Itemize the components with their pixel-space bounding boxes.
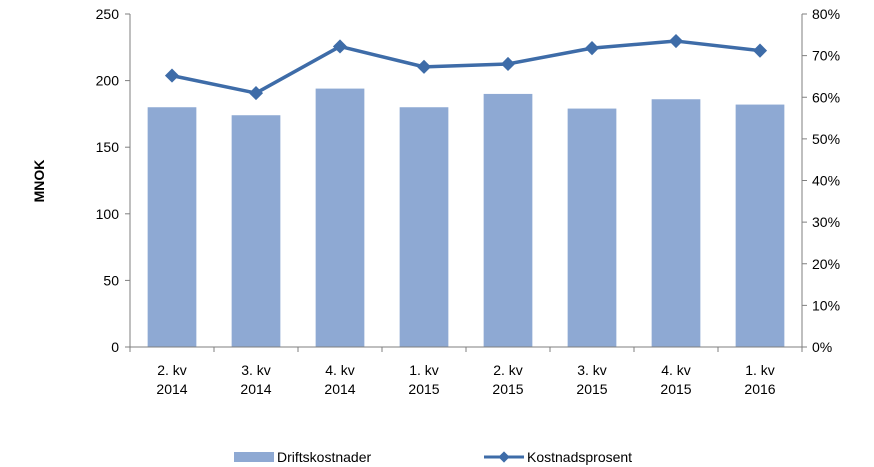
line-point bbox=[752, 43, 768, 58]
category-label: 4. kv bbox=[325, 362, 355, 378]
legend: Driftskostnader Kostnadsprosent bbox=[234, 449, 632, 465]
bar bbox=[231, 115, 281, 348]
left-tick-label: 250 bbox=[96, 6, 120, 22]
right-tick-label: 80% bbox=[812, 6, 840, 22]
category-label: 1. kv bbox=[745, 362, 775, 378]
right-tick-label: 60% bbox=[812, 89, 840, 105]
category-label: 2014 bbox=[324, 381, 355, 397]
tick-marks bbox=[125, 13, 807, 352]
category-label: 2. kv bbox=[157, 362, 187, 378]
right-tick-label: 50% bbox=[812, 131, 840, 147]
category-label: 2015 bbox=[660, 381, 691, 397]
category-label: 3. kv bbox=[577, 362, 607, 378]
legend-marker-kostnadsprosent bbox=[498, 451, 510, 463]
legend-label-driftskostnader: Driftskostnader bbox=[277, 449, 371, 465]
bar bbox=[735, 104, 785, 348]
right-tick-label: 40% bbox=[812, 173, 840, 189]
line-point bbox=[416, 59, 432, 74]
right-tick-label: 30% bbox=[812, 214, 840, 230]
right-tick-label: 0% bbox=[812, 339, 832, 355]
bar bbox=[315, 88, 365, 347]
right-tick-label: 20% bbox=[812, 256, 840, 272]
legend-label-kostnadsprosent: Kostnadsprosent bbox=[527, 449, 632, 465]
bar bbox=[483, 93, 533, 347]
category-label: 2014 bbox=[240, 381, 271, 397]
bar bbox=[567, 108, 617, 348]
bar bbox=[147, 107, 197, 348]
line-point bbox=[332, 39, 348, 54]
line-point bbox=[500, 56, 516, 72]
bar bbox=[399, 107, 449, 348]
right-tick-label: 10% bbox=[812, 297, 840, 313]
bar-series-driftskostnader bbox=[147, 88, 785, 348]
line-point bbox=[164, 68, 180, 83]
category-label: 2015 bbox=[408, 381, 439, 397]
category-label: 1. kv bbox=[409, 362, 439, 378]
left-tick-label: 100 bbox=[96, 206, 120, 222]
left-tick-label: 200 bbox=[96, 73, 120, 89]
bar bbox=[651, 99, 701, 347]
line-series-kostnadsprosent bbox=[164, 33, 768, 101]
category-label: 3. kv bbox=[241, 362, 271, 378]
category-label: 2015 bbox=[576, 381, 607, 397]
y-axis-title: MNOK bbox=[31, 160, 47, 203]
category-label: 2016 bbox=[744, 381, 775, 397]
category-label: 2. kv bbox=[493, 362, 523, 378]
category-label: 4. kv bbox=[661, 362, 691, 378]
right-tick-label: 70% bbox=[812, 48, 840, 64]
tick-labels: 0 50 100 150 200 250 0% 10% 20% 30% 40% 50% 60% 70% 80… bbox=[96, 6, 840, 397]
category-label: 2014 bbox=[156, 381, 187, 397]
line-point bbox=[248, 86, 264, 101]
category-label: 2015 bbox=[492, 381, 523, 397]
left-tick-label: 150 bbox=[96, 139, 120, 155]
legend-swatch-driftskostnader bbox=[234, 452, 274, 462]
left-tick-label: 0 bbox=[111, 339, 119, 355]
line-point bbox=[584, 41, 600, 56]
line-path bbox=[171, 39, 761, 95]
line-point bbox=[668, 33, 684, 49]
left-tick-label: 50 bbox=[103, 272, 119, 288]
